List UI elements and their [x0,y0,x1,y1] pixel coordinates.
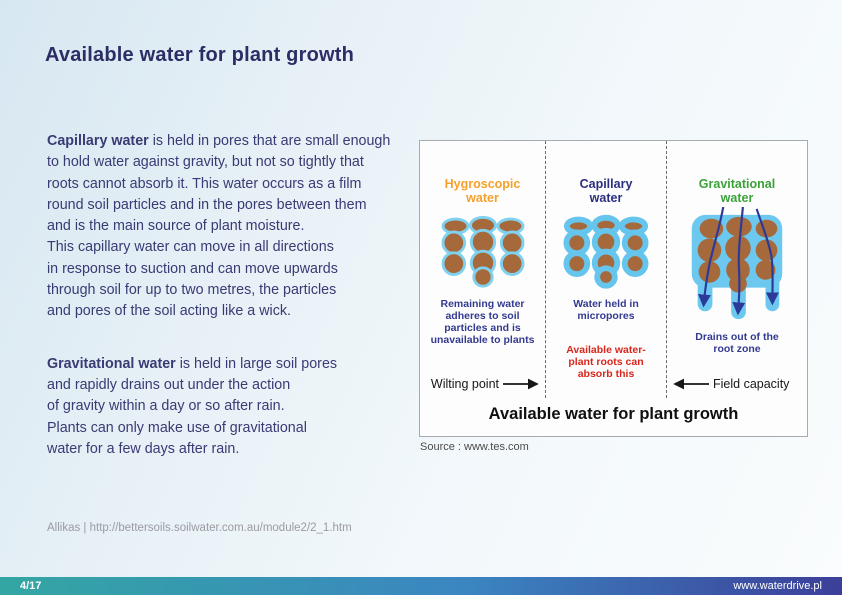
soil-particles-thin-water-film-illustration [441,215,524,288]
drainage-arrows-icon [697,207,779,316]
hygroscopic-caption: Remaining water adheres to soil particle… [430,298,535,346]
capillary-water-lead: Capillary water [47,133,149,149]
available-water-note: Available water- plant roots can absorb … [546,344,666,380]
column-hygroscopic: Hygroscopic water Rema [420,141,546,398]
wilting-point-marker: Wilting point [431,377,545,391]
right-arrow-icon [503,378,539,390]
left-arrow-icon [673,378,709,390]
diagram-columns: Hygroscopic water Rema [420,141,807,398]
gravitational-water-rest: is held in large soil pores and rapidly … [47,355,338,457]
saturated-soil-drainage-illustration [691,207,783,320]
soil-particles-thick-water-film-illustration [563,214,649,289]
capillary-caption: Water held in micropores [573,298,639,322]
attribution-link: Allikas | http://bettersoils.soilwater.c… [47,522,352,534]
field-capacity-label: Field capacity [713,377,790,391]
field-capacity-marker: Field capacity [667,377,789,391]
paragraph-capillary-water: Capillary water is held in pores that ar… [47,131,397,323]
figure-source: Source : www.tes.com [420,441,529,453]
gravitational-water-lead: Gravitational water [47,355,176,372]
website-link[interactable]: www.waterdrive.pl [733,580,822,592]
page-number: 4/17 [20,580,42,592]
column-gravitational: Gravitational water [667,141,807,398]
gravitational-heading: Gravitational water [698,177,776,205]
figure-title: Available water for plant growth [488,404,739,423]
page-title: Available water for plant growth [45,44,355,66]
paragraph-gravitational-water: Gravitational water is held in large soi… [47,354,397,460]
footer-bar: 4/17 www.waterdrive.pl [0,577,842,595]
soil-water-diagram: Hygroscopic water Rema [419,140,808,437]
hygroscopic-heading: Hygroscopic water [444,177,521,205]
gravitational-caption: Drains out of the root zone [695,331,779,355]
body-text: Capillary water is held in pores that ar… [47,131,397,460]
available-water-note-pre: Available water- plant roots [566,344,646,368]
column-capillary: Capillary water Water [546,141,667,398]
available-water-note-post: absorb this [577,368,635,380]
available-water-note-bold: can [625,356,644,368]
wilting-point-label: Wilting point [430,377,499,391]
capillary-water-rest: is held in pores that are small enough t… [47,133,391,320]
capillary-heading: Capillary water [579,177,633,205]
